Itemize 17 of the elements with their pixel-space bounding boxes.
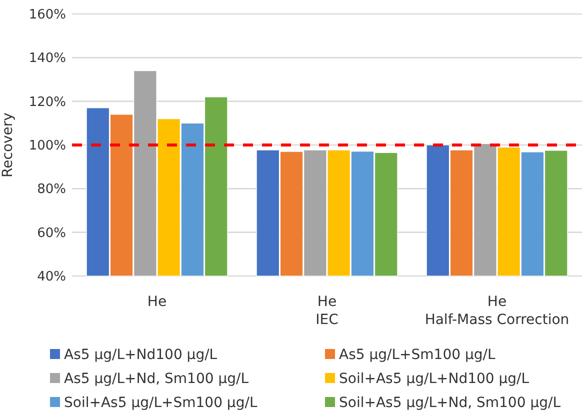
legend-label: As5 µg/L+Sm100 µg/L [339, 346, 496, 363]
x-tick-label: He IEC [316, 294, 339, 328]
x-tick-label: He Half-Mass Correction [424, 294, 570, 328]
y-tick-label: 40% [37, 270, 66, 285]
legend-label: As5 µg/L+Nd, Sm100 µg/L [64, 370, 249, 387]
legend-label: Soil+As5 µg/L+Nd, Sm100 µg/L [339, 394, 561, 411]
legend-label: As5 µg/L+Nd100 µg/L [64, 346, 218, 363]
y-axis-title: Recovery [0, 112, 16, 178]
y-tick-label: 140% [28, 51, 66, 66]
y-tick-label: 120% [28, 94, 66, 110]
x-tick-label: He [147, 294, 167, 310]
y-tick-label: 100% [28, 138, 66, 154]
y-tick-label: 80% [37, 182, 66, 198]
legend-label: Soil+As5 µg/L+Sm100 µg/L [64, 394, 258, 411]
legend-label: Soil+As5 µg/L+Nd100 µg/L [339, 370, 530, 387]
y-tick-label: 60% [37, 226, 66, 241]
y-tick-label: 160% [28, 8, 66, 23]
